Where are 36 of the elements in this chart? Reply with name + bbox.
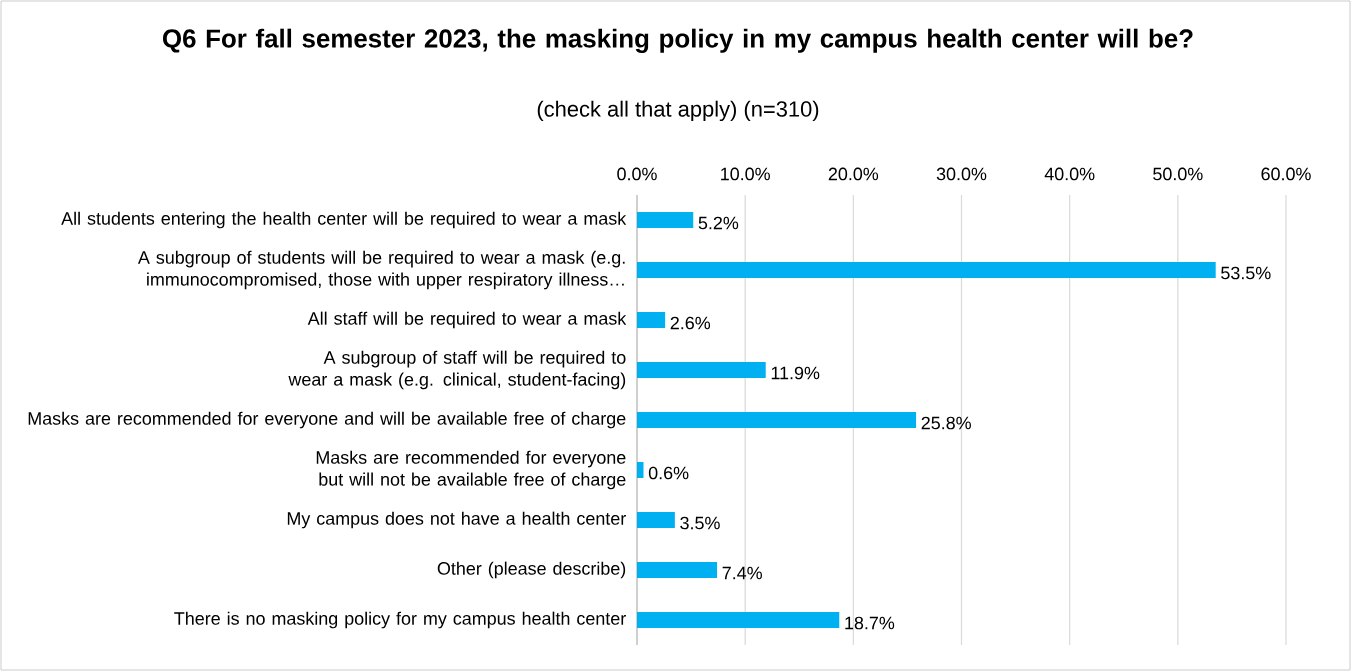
data-label: 18.7% [845,616,895,630]
x-tick-label: 20.0% [828,167,879,181]
x-tick-label: 60.0% [1261,167,1311,181]
bar [637,262,1216,278]
bar [637,512,675,528]
bar [637,612,840,629]
y-tick-label: All staff will be required to wear a mask [307,311,627,329]
y-tick-label: There is no masking policy for my campus health center [174,611,626,629]
x-tick-label: 50.0% [1153,167,1203,181]
data-label: 5.2% [698,216,739,230]
y-tick-label: Masks are recommended for everyone and will be available free of charge [28,411,626,429]
y-tick-label: All students entering the health center will be required to wear a mask [61,211,627,229]
data-label: 0.6% [648,466,689,480]
y-tick-label: Other (please describe) [437,561,626,579]
x-tick-label: 0.0% [617,167,657,181]
bar [637,462,644,478]
data-label: 2.6% [670,316,711,330]
data-label: 25.8% [921,416,971,430]
data-label: 7.4% [722,566,762,580]
bar [637,362,766,378]
data-label: 3.5% [680,516,720,530]
y-tick-label: A subgroup of students will be required to wear a mask (e.g. immunocompromised, those with upper respiratory illness… [137,250,625,290]
y-tick-label: My campus does not have a health center [287,511,626,529]
data-label: 11.9% [771,366,820,380]
bar [637,412,917,428]
bar [637,562,718,578]
x-tick-label: 40.0% [1044,167,1095,181]
chart-title: Q6 For fall semester 2023, the masking policy in my campus health center will be? [163,28,1193,53]
y-tick-label: Masks are recommended for everyone but will not be available free of charge [316,450,626,490]
x-tick-label: 30.0% [936,167,987,181]
bar [637,212,694,228]
x-tick-label: 10.0% [721,167,770,181]
chart-subtitle: (check all that apply) (n=310) [537,100,819,122]
bar [637,312,666,328]
y-tick-label: A subgroup of staff will be required to wear a mask (e.g. clinical, student-facing) [288,350,626,390]
data-label: 53.5% [1221,266,1271,280]
